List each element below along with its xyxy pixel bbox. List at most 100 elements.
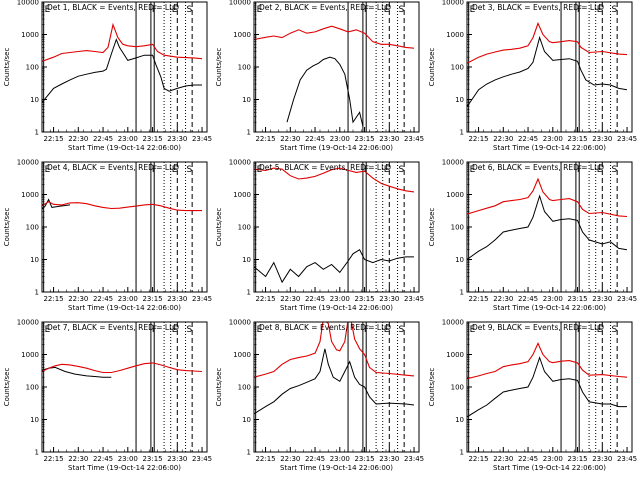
plot-frame (253, 321, 420, 453)
x-tick-label: 23:15 (142, 455, 162, 463)
y-tick-label: 1000 (21, 31, 39, 39)
y-axis-label: Counts/sec (215, 48, 223, 87)
x-tick-label: 22:45 (93, 295, 113, 303)
y-tick-label: 10 (455, 256, 464, 264)
y-tick-label: 1000 (446, 351, 464, 359)
panel-title: Det 1, BLACK = Events, RED = LLD (47, 3, 179, 12)
x-tick-label: 22:45 (93, 135, 113, 143)
y-tick-label: 100 (26, 64, 39, 72)
y-axis-label: Counts/sec (3, 208, 11, 247)
x-tick-label: 23:45 (617, 135, 637, 143)
y-axis-label: Counts/sec (3, 48, 11, 87)
flag-label: E (45, 5, 51, 15)
x-tick-label: 23:30 (167, 295, 187, 303)
flag-label: E (384, 5, 390, 15)
x-tick-label: 23:30 (592, 295, 612, 303)
x-tick-label: 23:45 (192, 135, 212, 143)
x-axis-label: Start Time (19-Oct-14 22:06:00) (280, 464, 393, 472)
events-series-line (254, 248, 414, 284)
x-tick-label: 23:45 (617, 455, 637, 463)
x-axis-label: Start Time (19-Oct-14 22:06:00) (493, 464, 606, 472)
x-tick-label: 22:45 (305, 455, 325, 463)
plot-frame (466, 161, 633, 293)
x-tick-label: 22:15 (255, 135, 275, 143)
flag-label: E (172, 165, 178, 175)
x-tick-label: 23:30 (167, 455, 187, 463)
flag-label: E (597, 5, 603, 15)
y-axis-label: Counts/sec (428, 368, 436, 407)
y-tick-label: 10000 (17, 159, 39, 167)
y-tick-label: 1000 (446, 191, 464, 199)
x-tick-label: 22:15 (43, 455, 63, 463)
y-tick-label: 10000 (17, 319, 39, 327)
x-tick-label: 23:15 (567, 295, 587, 303)
y-tick-label: 1000 (21, 351, 39, 359)
x-axis-label: Start Time (19-Oct-14 22:06:00) (493, 304, 606, 312)
plot-frame (41, 161, 208, 293)
x-tick-label: 23:45 (404, 455, 424, 463)
events-series-line (467, 35, 628, 107)
flag-label: E (470, 165, 476, 175)
x-tick-label: 23:15 (354, 135, 374, 143)
plot-frame (41, 321, 208, 453)
flag-label: E (470, 5, 476, 15)
y-tick-label: 1 (35, 129, 39, 137)
x-tick-label: 22:30 (280, 295, 300, 303)
y-tick-label: 10000 (229, 319, 251, 327)
x-tick-label: 22:45 (518, 455, 538, 463)
flag-label: E (45, 325, 51, 335)
flag-label: E (597, 165, 603, 175)
y-tick-label: 10000 (17, 0, 39, 7)
y-tick-label: 1 (247, 449, 251, 457)
y-tick-label: 10000 (442, 159, 464, 167)
y-tick-label: 1000 (446, 31, 464, 39)
y-tick-label: 100 (451, 64, 464, 72)
x-tick-label: 22:45 (518, 295, 538, 303)
y-axis-label: Counts/sec (215, 208, 223, 247)
flag-label: E (45, 165, 51, 175)
x-tick-label: 23:15 (142, 135, 162, 143)
y-tick-label: 1 (460, 129, 464, 137)
y-tick-label: 1 (35, 449, 39, 457)
panel-title: Det 7, BLACK = Events, RED = LLD (47, 323, 179, 332)
flag-label: S (399, 325, 405, 335)
x-axis-label: Start Time (19-Oct-14 22:06:00) (68, 144, 181, 152)
events-series-line (42, 198, 71, 210)
y-tick-label: 1 (247, 289, 251, 297)
flag-label: F (577, 5, 582, 15)
flag-label: F (364, 5, 369, 15)
flag-label: S (612, 325, 618, 335)
x-tick-label: 23:00 (118, 135, 138, 143)
flag-label: E (597, 325, 603, 335)
flag-label: E (257, 5, 263, 15)
x-tick-label: 22:15 (468, 455, 488, 463)
x-axis-label: Start Time (19-Oct-14 22:06:00) (280, 304, 393, 312)
lld-series-line (254, 25, 415, 49)
x-tick-label: 23:00 (330, 455, 350, 463)
events-series-line (254, 348, 415, 415)
flag-label: S (612, 165, 618, 175)
events-series-line (286, 56, 364, 127)
flag-label: F (577, 325, 582, 335)
x-tick-label: 22:15 (468, 295, 488, 303)
x-tick-label: 23:15 (354, 455, 374, 463)
panel-title: Det 5, BLACK = Events, RED = LLD (259, 163, 391, 172)
y-tick-label: 1000 (233, 191, 251, 199)
x-tick-label: 22:30 (493, 135, 513, 143)
flag-label: F (152, 165, 157, 175)
x-tick-label: 23:00 (330, 295, 350, 303)
x-tick-label: 23:45 (404, 135, 424, 143)
panel-title: Det 9, BLACK = Events, RED = LLD (472, 323, 604, 332)
x-tick-label: 23:30 (592, 455, 612, 463)
x-tick-label: 22:30 (68, 135, 88, 143)
x-tick-label: 23:30 (592, 135, 612, 143)
x-axis-label: Start Time (19-Oct-14 22:06:00) (68, 304, 181, 312)
y-axis-label: Counts/sec (428, 208, 436, 247)
y-tick-label: 100 (451, 384, 464, 392)
flag-label: S (187, 5, 193, 15)
x-tick-label: 23:15 (354, 295, 374, 303)
